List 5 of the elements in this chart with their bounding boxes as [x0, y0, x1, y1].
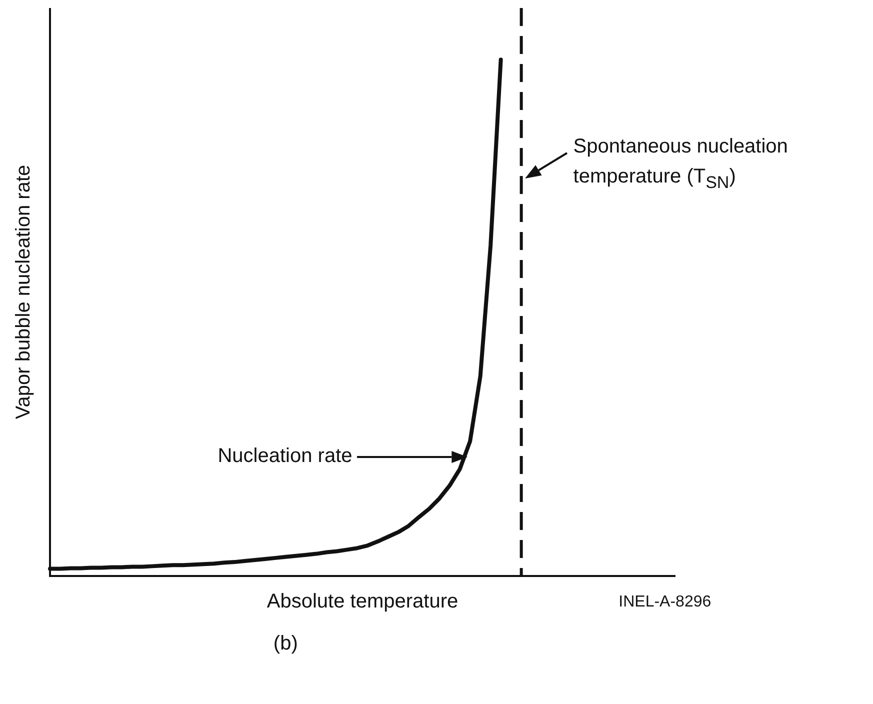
- text: (b): [273, 632, 298, 655]
- y-axis-title: Vapor bubble nucleation rate: [12, 164, 35, 420]
- x-axis-title: Absolute temperature: [266, 590, 458, 613]
- annotation: Nucleation rate: [218, 445, 352, 468]
- text: INEL-A-8296: [618, 593, 712, 610]
